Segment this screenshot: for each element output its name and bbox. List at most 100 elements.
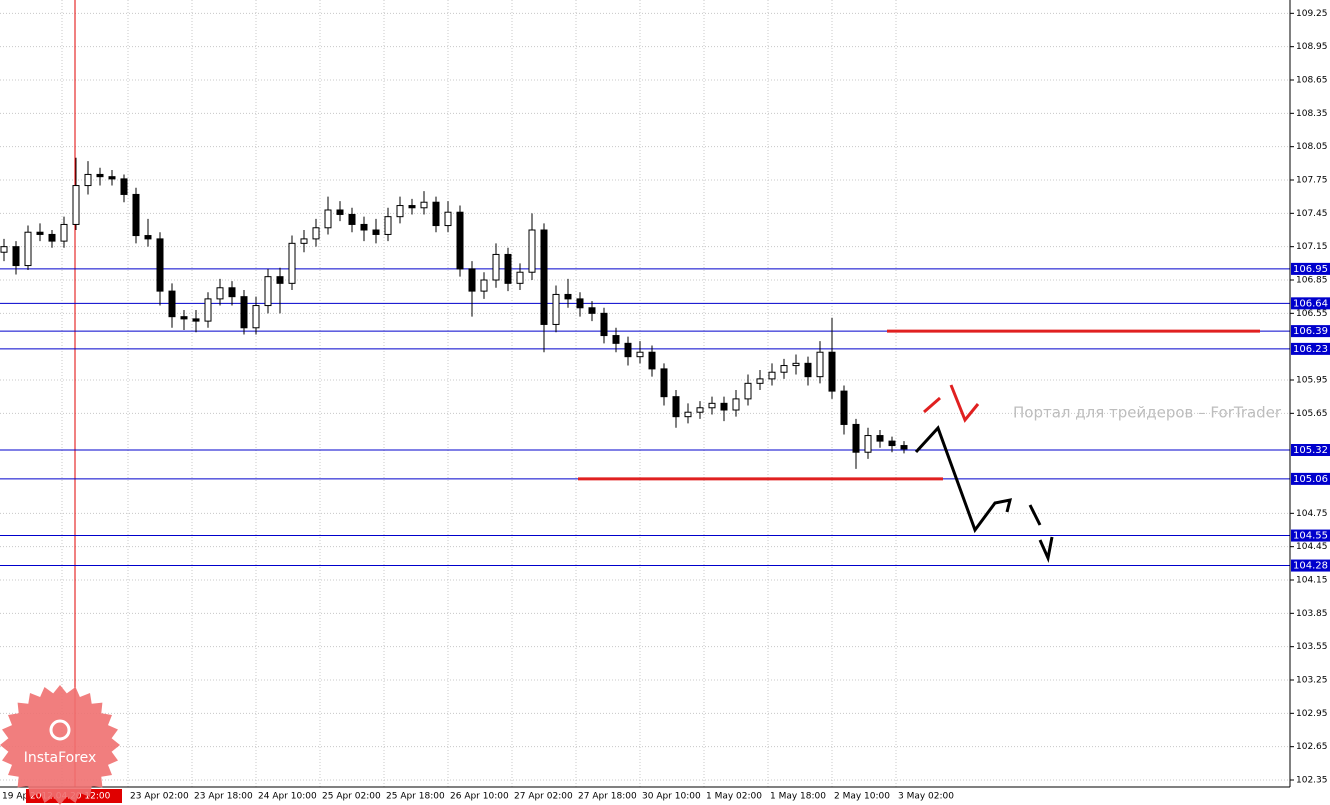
logo-icon [49,719,71,741]
candle-body [132,193,140,237]
candle-body [624,342,632,358]
candle-body [576,298,584,309]
level-label-box [1291,529,1330,542]
forecast-arrows [914,384,1054,563]
candle-body [792,362,800,367]
candle-body [12,246,20,267]
logo-text: InstaForex [24,750,97,766]
y-tick-label: 102.65 [1296,742,1328,752]
candle-body [516,271,524,284]
candle-body [528,229,536,273]
candle-body [648,351,656,370]
alt-arrow [949,384,980,423]
candle-body [252,305,260,329]
candle-body [480,279,488,292]
axes: 109.25 108.95 108.65 108.35 108.05 107.75 107.… [2,9,1330,802]
candle-body [180,316,188,320]
x-tick-label: 25 Apr 02:00 [322,792,381,802]
y-tick-label: 104.75 [1296,509,1328,519]
candle-body [804,362,812,378]
x-axis-area [0,787,1330,805]
candle-body [852,423,860,453]
y-tick-label: 102.95 [1296,709,1328,719]
candle-body [144,235,152,240]
x-tick-label: 2 May 10:00 [834,792,890,802]
y-tick-label: 104.45 [1296,542,1328,552]
y-tick-label: 109.25 [1296,9,1328,19]
level-label: 104.28 [1293,561,1328,572]
candle-body [876,435,884,442]
level-label: 105.32 [1293,445,1328,456]
candle-body [672,396,680,418]
candle-body [684,411,692,418]
candle-body [324,209,332,229]
level-label-box [1291,262,1330,275]
candle-body [660,368,668,398]
candle-body [0,246,8,253]
x-tick-label: 1 May 18:00 [770,792,826,802]
candle-body [24,231,32,267]
y-tick-label: 103.25 [1296,676,1328,686]
x-tick-label: 30 Apr 10:00 [642,792,701,802]
candle-body [600,312,608,337]
candle-body [744,382,752,400]
y-tick-label: 103.55 [1296,642,1328,652]
candle-body [420,201,428,209]
candle-body [468,268,476,292]
candle-body [204,298,212,322]
level-label-box [1291,559,1330,572]
candle-body [348,213,356,225]
x-tick-label: 23 Apr 02:00 [130,792,189,802]
level-label: 105.06 [1293,474,1328,485]
candle-body [540,229,548,325]
candle-body [504,253,512,284]
y-tick-label: 108.65 [1296,76,1328,86]
candle-body [900,445,908,450]
candle-body [264,276,272,307]
candle-body [360,223,368,231]
logo-badge [0,685,120,805]
forecast-dash [1028,504,1042,526]
y-tick-label: 103.85 [1296,609,1328,619]
candle-body [828,351,836,392]
candle-body [564,293,572,300]
y-tick-label: 104.15 [1296,576,1328,586]
logo: InstaForex [0,685,120,805]
y-axis-area [1290,0,1330,805]
level-label-box [1291,472,1330,485]
candle-body [756,378,764,384]
candle-body [84,173,92,187]
candle-body [636,351,644,358]
candle-body [768,371,776,380]
candle-body [72,185,80,225]
candle-body [720,402,728,411]
candle-body [816,351,824,378]
candle-body [312,227,320,240]
x-tick-label: 24 Apr 10:00 [258,792,317,802]
y-tick-label: 107.75 [1296,176,1328,186]
x-tick-label: 25 Apr 18:00 [386,792,445,802]
candle-body [696,407,704,413]
candle-body [228,287,236,298]
candle-body [408,205,416,209]
candle-body [612,335,620,344]
candle-body [216,287,224,300]
candle-body [240,296,248,329]
candle-body [708,402,716,409]
candle-body [300,238,308,244]
plot [0,157,1290,567]
candle-body [192,318,200,322]
x-tick-label: 26 Apr 10:00 [450,792,509,802]
candle-body [156,238,164,292]
level-label: 106.95 [1293,264,1328,275]
y-tick-label: 107.15 [1296,242,1328,252]
candle-body [276,276,284,284]
candle-body [120,178,128,195]
candle-body [864,435,872,453]
x-tick-label: 3 May 02:00 [898,792,954,802]
candle-body [492,253,500,281]
level-label-box [1291,297,1330,310]
candle-body [552,293,560,325]
